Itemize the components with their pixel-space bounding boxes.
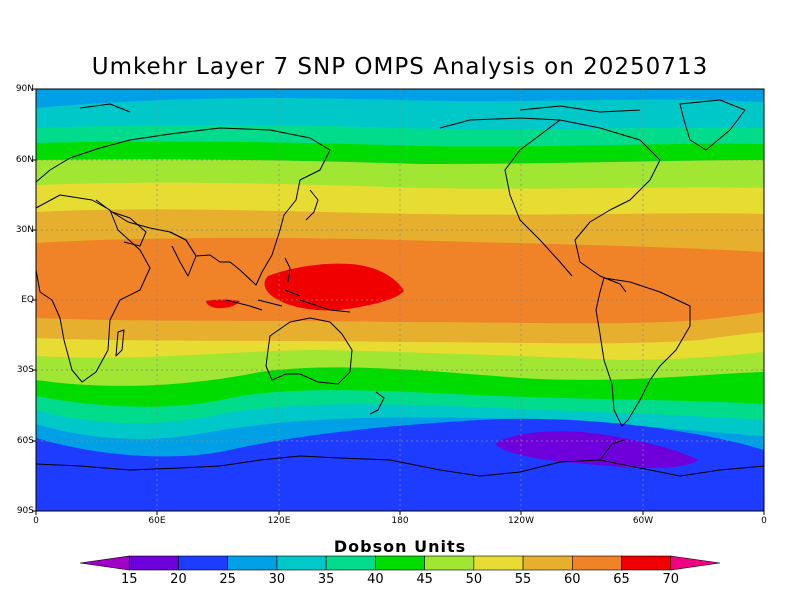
colorbar-swatch	[473, 555, 524, 571]
coastlines	[36, 99, 764, 477]
lon-label-60w: 60W	[632, 516, 654, 526]
colorbar-swatch	[375, 555, 425, 571]
colorbar-swatch	[178, 555, 228, 571]
india-outline	[169, 231, 197, 277]
lon-label-120w: 120W	[507, 516, 535, 526]
colorbar-swatch	[621, 555, 672, 571]
lon-label-180: 180	[391, 516, 409, 526]
colorbar-tick-label: 55	[514, 572, 532, 587]
lon-label-0-west: 0	[33, 516, 39, 526]
colorbar-tick-label: 25	[219, 572, 236, 587]
lon-label-120e: 120E	[267, 516, 291, 526]
lat-label-60s: 60S	[16, 436, 34, 446]
lon-label-0-east: 0	[761, 516, 767, 526]
north-america-outline	[439, 117, 661, 293]
lon-label-60e: 60E	[148, 516, 166, 526]
colorbar-tick-label: 15	[120, 572, 138, 587]
colorbar-tick-label: 60	[564, 572, 581, 587]
colorbar-tick-label: 45	[416, 572, 433, 587]
lat-label-90n: 90N	[15, 84, 34, 94]
colorbar-tick-label: 30	[268, 572, 286, 587]
colorbar-swatch	[522, 555, 573, 571]
colorbar-tick-label: 65	[613, 572, 630, 587]
colorbar-title: Dobson Units	[333, 537, 467, 556]
lat-label-30n: 30N	[15, 225, 34, 235]
colorbar-swatch	[227, 555, 278, 571]
japan-outline	[305, 189, 319, 221]
gridlines	[36, 89, 764, 511]
colorbar-swatch	[670, 555, 721, 571]
australia-outline	[265, 317, 353, 385]
lat-label-90s: 90S	[16, 506, 34, 516]
colorbar-tick-label: 35	[317, 572, 335, 587]
colorbar-swatch	[572, 555, 622, 571]
axis-ticks	[32, 88, 765, 515]
colorbar-tick-label: 20	[170, 572, 187, 587]
colorbar-tick-label: 40	[367, 572, 384, 587]
madagascar-outline	[115, 329, 125, 357]
lat-label-eq: EQ	[21, 295, 34, 305]
greenland-outline	[679, 99, 746, 151]
colorbar-swatch	[79, 555, 130, 571]
map-title: Umkehr Layer 7 SNP OMPS Analysis on 2025…	[91, 54, 709, 80]
colorbar-swatch	[276, 555, 327, 571]
arctic-islands-outline	[79, 103, 641, 113]
antarctica-outline	[36, 455, 764, 477]
new-zealand-outline	[369, 391, 385, 415]
colorbar	[79, 555, 721, 571]
colorbar-swatch	[128, 555, 179, 571]
antarctic-peninsula-outline	[599, 439, 625, 461]
colorbar-swatch	[424, 555, 475, 571]
south-america-outline	[595, 277, 691, 427]
indonesia-outline	[225, 289, 351, 313]
arabia-outline	[111, 211, 147, 247]
colorbar-tick-label: 50	[465, 572, 483, 587]
colorbar-swatch	[325, 555, 376, 571]
lat-label-30s: 30S	[16, 365, 34, 375]
lat-label-60n: 60N	[15, 155, 34, 165]
colorbar-tick-label: 70	[662, 572, 680, 587]
philippines-outline	[284, 257, 291, 283]
